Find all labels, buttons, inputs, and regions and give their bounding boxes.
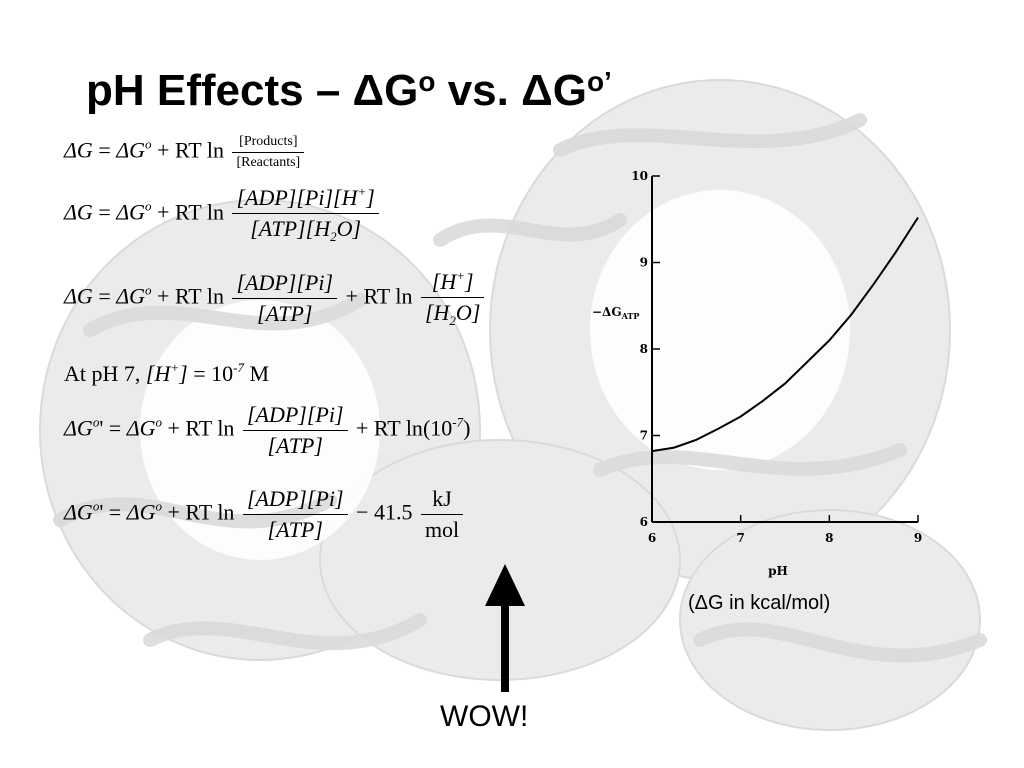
fraction-adp-pi-over-atp-2: [ADP][Pi] [ATP] (242, 402, 348, 459)
equation-standard-biochemical: ΔGo' = ΔGo + RT ln [ADP][Pi] [ATP] + RT … (64, 402, 471, 459)
units-caption: (ΔG in kcal/mol) (688, 592, 831, 614)
fraction-adp-pi-over-atp-3: [ADP][Pi] [ATP] (242, 486, 348, 543)
delta-g-vs-ph-chart: 6 7 8 9 6 7 8 9 10 −ΔGATP pH (592, 169, 922, 578)
fraction-products-reactants: [Products] [Reactants] (232, 134, 305, 171)
y-tick-label: 7 (640, 429, 648, 443)
equation-standard-biochemical-numeric: ΔGo' = ΔGo + RT ln [ADP][Pi] [ATP] − 41.… (64, 486, 466, 543)
equation-split-log: ΔG = ΔGo + RT ln [ADP][Pi] [ATP] + RT ln… (64, 268, 487, 329)
fraction-adp-pi-over-atp: [ADP][Pi] [ATP] (232, 270, 338, 327)
x-tick-label: 8 (825, 531, 833, 545)
y-axis-label: −ΔGATP (592, 305, 639, 321)
fraction-kj-per-mol: kJ mol (420, 486, 464, 543)
fraction-h-over-h2o: [H+] [H2O] (420, 268, 485, 329)
wow-annotation: WOW! (440, 700, 529, 733)
y-tick-label: 6 (640, 515, 648, 529)
equation-ph7-concentration: At pH 7, [H+] = 10-7 M (64, 360, 270, 386)
equation-atp-hydrolysis: ΔG = ΔGo + RT ln [ADP][Pi][H+] [ATP][H2O… (64, 184, 382, 245)
x-tick-label: 6 (648, 531, 656, 545)
x-tick-label: 9 (914, 531, 922, 545)
y-tick-label: 8 (640, 342, 648, 356)
x-axis-label: pH (768, 564, 788, 578)
x-tick-label: 7 (736, 531, 744, 545)
y-tick-label: 10 (631, 169, 648, 183)
fraction-adp-pi-h-over-atp-h2o: [ADP][Pi][H+] [ATP][H2O] (232, 184, 379, 245)
up-arrow-icon (485, 564, 525, 692)
equation-general: ΔG = ΔGo + RT ln [Products] [Reactants] (64, 134, 307, 171)
y-tick-label: 9 (640, 256, 648, 270)
delta-g-series-line (651, 216, 919, 453)
page-title: pH Effects – ΔGo vs. ΔGo’ (86, 66, 612, 115)
